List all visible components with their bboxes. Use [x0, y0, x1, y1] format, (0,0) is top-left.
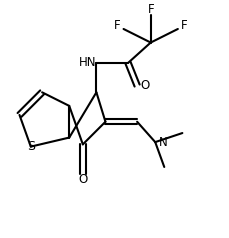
- Text: F: F: [181, 19, 188, 32]
- Text: N: N: [159, 136, 167, 149]
- Text: HN: HN: [79, 56, 96, 69]
- Text: S: S: [27, 140, 35, 153]
- Text: O: O: [140, 79, 150, 92]
- Text: F: F: [113, 19, 120, 32]
- Text: O: O: [78, 173, 87, 186]
- Text: F: F: [147, 3, 154, 16]
